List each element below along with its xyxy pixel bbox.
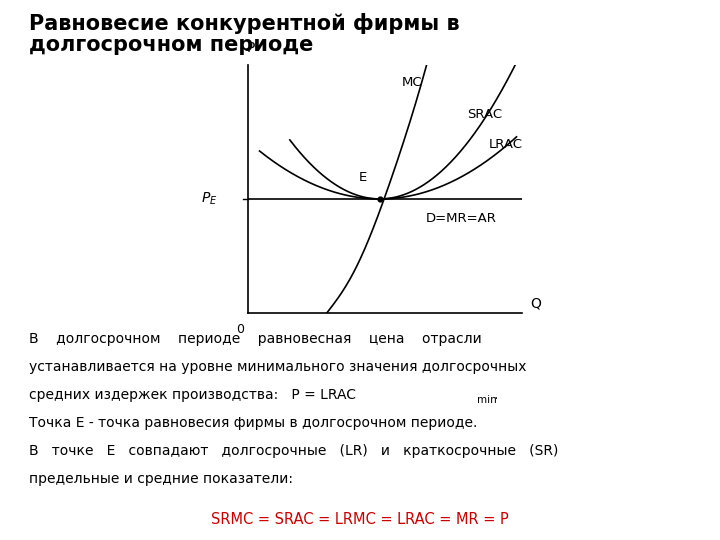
Text: Q: Q bbox=[530, 296, 541, 310]
Text: LRAC: LRAC bbox=[489, 138, 523, 151]
Text: E: E bbox=[359, 171, 367, 184]
Text: MC: MC bbox=[402, 76, 423, 89]
Text: устанавливается на уровне минимального значения долгосрочных: устанавливается на уровне минимального з… bbox=[29, 360, 526, 374]
Text: 0: 0 bbox=[236, 323, 244, 336]
Text: SRAC: SRAC bbox=[467, 108, 503, 121]
Text: $P_E$: $P_E$ bbox=[201, 191, 217, 207]
Text: D=MR=AR: D=MR=AR bbox=[426, 212, 497, 225]
Text: .: . bbox=[493, 388, 498, 402]
Text: В   точке   E   совпадают   долгосрочные   (LR)   и   краткосрочные   (SR): В точке E совпадают долгосрочные (LR) и … bbox=[29, 444, 558, 458]
Text: P: P bbox=[247, 41, 256, 55]
Text: предельные и средние показатели:: предельные и средние показатели: bbox=[29, 472, 293, 487]
Text: средних издержек производства:   P = LRAC: средних издержек производства: P = LRAC bbox=[29, 388, 356, 402]
Text: долгосрочном периоде: долгосрочном периоде bbox=[29, 35, 313, 55]
Text: Равновесие конкурентной фирмы в: Равновесие конкурентной фирмы в bbox=[29, 14, 459, 35]
Text: В    долгосрочном    периоде    равновесная    цена    отрасли: В долгосрочном периоде равновесная цена … bbox=[29, 332, 482, 346]
Text: SRMC = SRAC = LRMC = LRAC = MR = P: SRMC = SRAC = LRMC = LRAC = MR = P bbox=[211, 512, 509, 527]
Text: min: min bbox=[477, 395, 496, 406]
Text: Точка E - точка равновесия фирмы в долгосрочном периоде.: Точка E - точка равновесия фирмы в долго… bbox=[29, 416, 477, 430]
